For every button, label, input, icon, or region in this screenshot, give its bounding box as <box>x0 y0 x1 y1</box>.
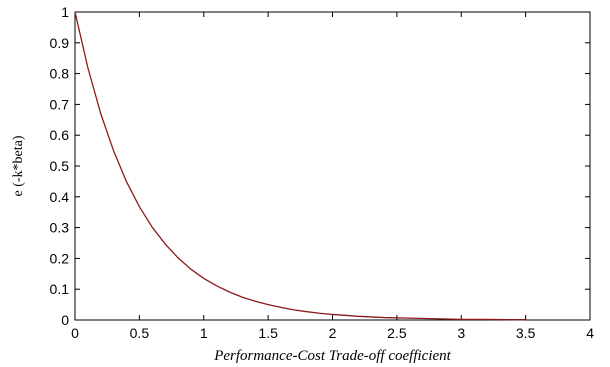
y-axis: 0 0.1 0.2 0.3 0.4 0.5 0.6 0.7 0.8 0.9 1 <box>50 4 590 328</box>
y-tick-label: 0.1 <box>50 281 70 297</box>
y-tick-label: 0 <box>61 312 69 328</box>
series-layer <box>74 11 526 321</box>
y-tick-label: 0.7 <box>50 96 70 112</box>
x-tick-label: 2 <box>329 325 337 341</box>
x-tick-label: 1 <box>200 325 208 341</box>
x-tick-label: 3 <box>457 325 465 341</box>
y-tick-label: 1 <box>61 4 69 20</box>
x-tick-label: 0 <box>71 325 79 341</box>
x-tick-label: 1.5 <box>258 325 278 341</box>
y-tick-label: 0.6 <box>50 127 70 143</box>
x-tick-label: 4 <box>586 325 594 341</box>
series-line <box>74 11 526 321</box>
x-axis: 0 0.5 1 1.5 2 2.5 3 3.5 4 <box>71 12 594 341</box>
y-axis-label: e (-k*beta) <box>11 135 26 196</box>
y-tick-label: 0.8 <box>50 66 70 82</box>
y-tick-label: 0.9 <box>50 35 70 51</box>
x-tick-label: 0.5 <box>130 325 150 341</box>
x-tick-label: 2.5 <box>387 325 407 341</box>
x-axis-label: Performance-Cost Trade-off coefficient <box>213 348 451 364</box>
y-tick-label: 0.4 <box>50 189 70 205</box>
y-tick-label: 0.3 <box>50 220 70 236</box>
y-tick-label: 0.5 <box>50 158 70 174</box>
plot-area <box>74 11 591 321</box>
y-tick-label: 0.2 <box>50 250 70 266</box>
x-tick-label: 3.5 <box>516 325 536 341</box>
